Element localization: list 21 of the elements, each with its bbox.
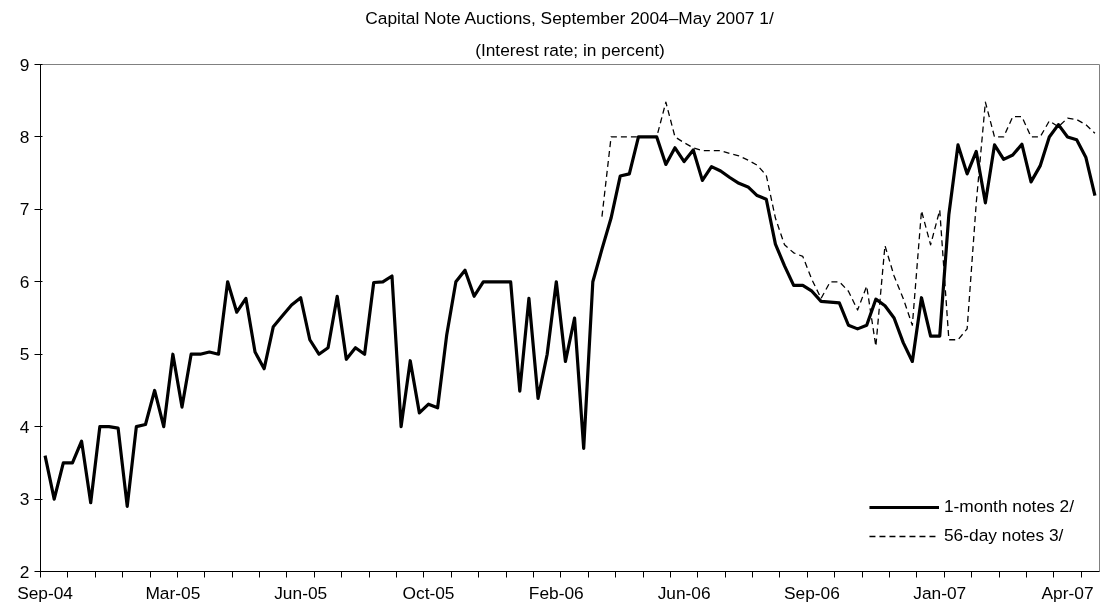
y-tick-label: 9 <box>19 54 30 75</box>
x-tick-label: Mar-05 <box>145 582 201 603</box>
y-tick-label: 7 <box>19 199 30 220</box>
x-tick-label: Jan-07 <box>913 582 967 603</box>
x-tick-label: Sep-04 <box>17 582 74 603</box>
y-tick-label: 8 <box>19 126 30 147</box>
y-tick-label: 3 <box>19 489 30 510</box>
y-tick-label: 5 <box>19 344 30 365</box>
y-tick-label: 4 <box>19 416 30 437</box>
x-tick-label: Oct-05 <box>402 582 455 603</box>
legend-label: 1-month notes 2/ <box>943 496 1074 517</box>
legend-label: 56-day notes 3/ <box>943 525 1064 546</box>
x-tick-label: Jun-06 <box>657 582 711 603</box>
x-tick-label: Sep-06 <box>783 582 840 603</box>
x-tick-label: Jun-05 <box>274 582 328 603</box>
chart-subtitle: (Interest rate; in percent) <box>475 39 665 60</box>
chart-title: Capital Note Auctions, September 2004–May 2007 1/ <box>365 7 774 28</box>
x-tick-label: Feb-06 <box>528 582 584 603</box>
x-tick-label: Apr-07 <box>1041 582 1094 603</box>
y-tick-label: 2 <box>19 561 30 582</box>
y-tick-label: 6 <box>19 271 30 292</box>
